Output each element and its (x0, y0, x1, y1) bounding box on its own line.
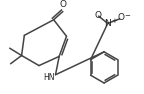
Text: −: − (125, 13, 131, 19)
Text: O: O (59, 0, 66, 9)
Text: O: O (94, 11, 101, 20)
Text: O: O (117, 13, 124, 22)
Text: +: + (111, 18, 117, 24)
Text: N: N (104, 19, 111, 28)
Text: HN: HN (43, 73, 55, 82)
